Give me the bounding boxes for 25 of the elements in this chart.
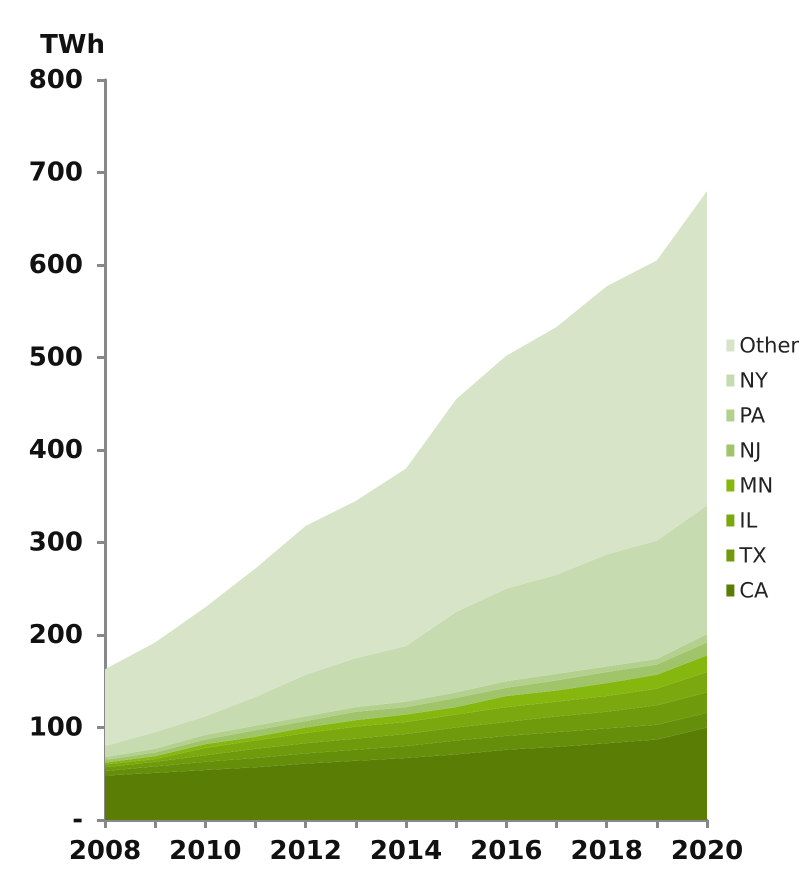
legend-label: NY [739,368,768,392]
x-tick-label: 2012 [269,836,342,866]
legend-label: IL [739,508,758,532]
x-tick-label: 2008 [68,836,142,866]
y-tick-label: 500 [28,342,83,372]
legend-label: CA [739,578,770,602]
legend-label: PA [739,404,766,428]
legend-label: Other [739,334,800,358]
legend-label: TX [738,544,767,568]
y-tick-label: 200 [28,620,83,650]
x-tick-label: 2016 [470,836,543,866]
y-tick-label: - [72,805,83,835]
y-tick-label: 800 [28,65,83,95]
legend-label: MN [739,474,774,498]
y-tick-label: 100 [28,712,83,742]
x-tick-label: 2018 [570,836,643,866]
y-tick-label: 400 [28,435,83,465]
x-tick-label: 2014 [370,836,442,866]
x-tick-label: 2010 [169,836,242,866]
y-tick-label: 300 [28,528,83,558]
y-tick-label: 700 [28,158,83,188]
y-axis-title: TWh [40,30,105,60]
x-tick-label: 2020 [670,836,744,866]
legend-label: NJ [739,438,762,462]
y-tick-label: 600 [28,250,83,280]
